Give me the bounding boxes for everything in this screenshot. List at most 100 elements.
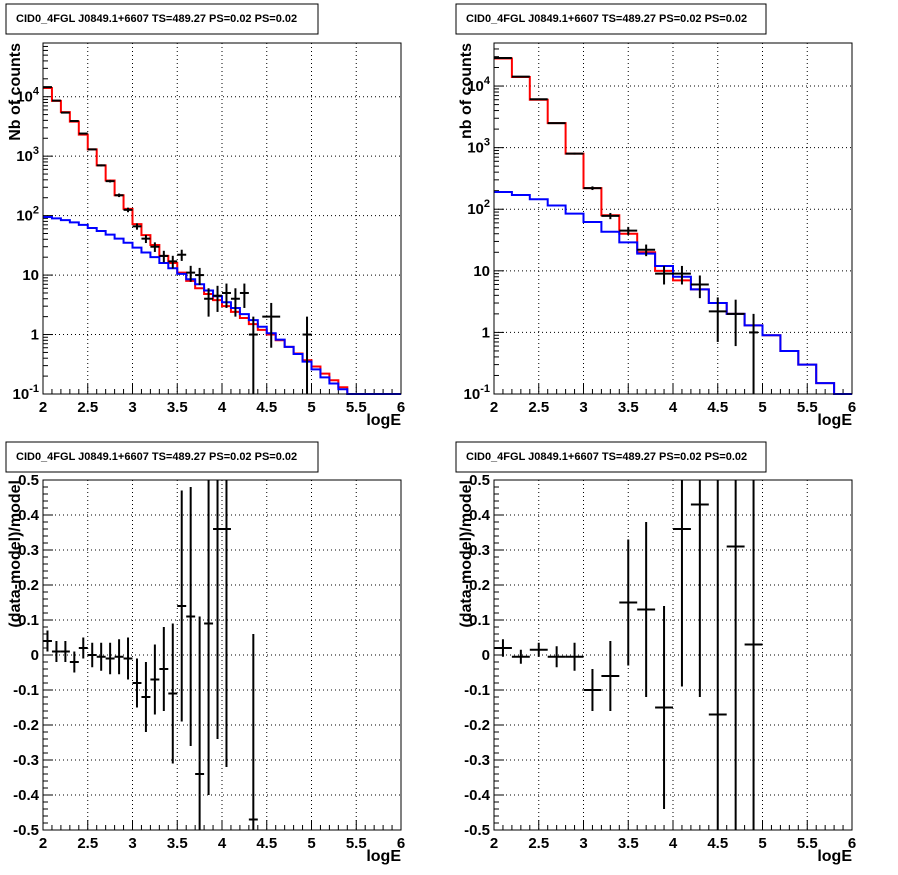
x-tick-label: 4 xyxy=(669,835,678,852)
y-tick-label: 0 xyxy=(482,647,490,664)
data-point xyxy=(123,207,133,213)
y-axis-label: Nb of counts xyxy=(7,43,24,141)
series-step-line-1 xyxy=(43,87,401,395)
plot-frame xyxy=(42,479,402,831)
x-tick-label: 3.5 xyxy=(167,399,188,416)
title-box xyxy=(5,3,319,35)
data-point xyxy=(87,148,97,151)
x-tick-label: 3.5 xyxy=(618,399,639,416)
data-point xyxy=(51,99,61,102)
data-point xyxy=(547,122,566,125)
x-tick-label: 5.5 xyxy=(346,399,367,416)
y-tick-label: -0.2 xyxy=(13,717,39,734)
data-point xyxy=(655,265,673,285)
x-tick-label: 6 xyxy=(848,835,856,852)
data-point xyxy=(96,642,106,671)
x-tick-label: 2.5 xyxy=(77,835,98,852)
x-tick-label: 3.5 xyxy=(167,835,188,852)
series-step-line-2 xyxy=(494,191,852,395)
data-point xyxy=(96,164,106,167)
data-point xyxy=(150,242,160,252)
plot-frame xyxy=(493,42,853,395)
y-tick-label: 104 xyxy=(467,75,491,95)
x-axis-label: logE xyxy=(817,848,852,865)
x-tick-label: 4 xyxy=(218,835,227,852)
data-point xyxy=(619,539,638,666)
x-tick-label: 4.5 xyxy=(707,399,728,416)
data-point xyxy=(141,234,151,244)
plot-frame xyxy=(42,42,402,395)
y-tick-label: 0.2 xyxy=(469,577,490,594)
data-point xyxy=(547,646,566,668)
data-point xyxy=(749,313,759,394)
plot-frame xyxy=(493,479,853,831)
x-tick-label: 2.5 xyxy=(528,399,549,416)
x-tick-label: 5.5 xyxy=(797,399,818,416)
plot-panel-4: 2 2.5 3 3.5 4 4.5 5 5.5 6 -0.5 -0.4 -0.3 -0.2 -0.1 0 0.… xyxy=(455,441,856,865)
y-tick-label: 10 xyxy=(473,263,490,280)
x-tick-label: 2 xyxy=(39,835,47,852)
x-tick-label: 5 xyxy=(307,399,315,416)
data-point xyxy=(60,641,70,662)
data-point xyxy=(248,316,258,394)
data-point xyxy=(690,275,709,299)
x-tick-label: 2.5 xyxy=(77,399,98,416)
data-point xyxy=(494,639,512,657)
data-point xyxy=(239,283,249,308)
data-point xyxy=(673,265,691,285)
data-point xyxy=(619,226,638,235)
y-axis-label: (data-model)/model xyxy=(7,480,24,628)
data-point xyxy=(583,669,602,711)
x-tick-label: 6 xyxy=(397,399,405,416)
y-tick-label: 10-1 xyxy=(13,383,39,403)
y-tick-label: 0.4 xyxy=(469,507,491,524)
data-point xyxy=(186,487,196,746)
data-point xyxy=(159,627,169,711)
data-point xyxy=(78,637,88,659)
data-point xyxy=(195,616,205,830)
plot-panel-1: 2 2.5 3 3.5 4 4.5 5 5.5 6 10-1 1 10 102 103 104 logE Nb … xyxy=(5,3,405,429)
chart-title: CID0_4FGL J0849.1+6607 TS=489.27 PS=0.02… xyxy=(466,451,747,463)
x-tick-label: 5 xyxy=(758,835,766,852)
data-point xyxy=(222,283,231,308)
data-point xyxy=(168,623,178,764)
data-point xyxy=(195,267,205,286)
data-point xyxy=(114,639,124,675)
data-point xyxy=(141,662,151,732)
plot-panel-3: 2 2.5 3 3.5 4 4.5 5 5.5 6 -0.5 -0.4 -0.3 -0.2 -0.1 0 0.… xyxy=(5,441,405,865)
y-tick-label: 103 xyxy=(16,145,39,165)
y-tick-label: 0.1 xyxy=(469,612,490,629)
data-point xyxy=(511,649,530,664)
plot-panel-2: 2 2.5 3 3.5 4 4.5 5 5.5 6 10-1 1 10 102 103 104 logE nb … xyxy=(455,3,856,429)
y-tick-label: 102 xyxy=(16,205,39,225)
y-tick-label: -0.5 xyxy=(464,822,490,839)
x-tick-label: 4.5 xyxy=(707,835,728,852)
x-tick-label: 4 xyxy=(218,399,227,416)
x-tick-label: 3 xyxy=(579,835,587,852)
data-point xyxy=(150,644,160,715)
y-axis-label: (data-model)/model xyxy=(458,480,475,628)
data-point xyxy=(601,212,620,220)
y-tick-label: 0 xyxy=(31,647,39,664)
data-point xyxy=(204,480,214,795)
y-tick-label: 0.2 xyxy=(18,577,39,594)
x-axis-label: logE xyxy=(817,412,852,429)
data-point xyxy=(177,249,187,261)
y-tick-label: 1 xyxy=(482,324,490,341)
y-tick-label: 0.4 xyxy=(18,507,40,524)
y-tick-label: 10-1 xyxy=(464,383,490,403)
data-point xyxy=(744,480,763,830)
y-tick-label: -0.4 xyxy=(13,787,40,804)
data-point xyxy=(213,285,222,312)
data-point xyxy=(213,480,222,739)
y-tick-label: 0.3 xyxy=(18,542,39,559)
x-tick-label: 2 xyxy=(490,835,498,852)
x-tick-label: 4.5 xyxy=(256,399,277,416)
title-box xyxy=(5,441,319,473)
data-point xyxy=(529,642,548,657)
data-point xyxy=(78,132,88,135)
data-point xyxy=(177,490,187,722)
data-point xyxy=(69,120,79,123)
data-point xyxy=(529,98,548,101)
